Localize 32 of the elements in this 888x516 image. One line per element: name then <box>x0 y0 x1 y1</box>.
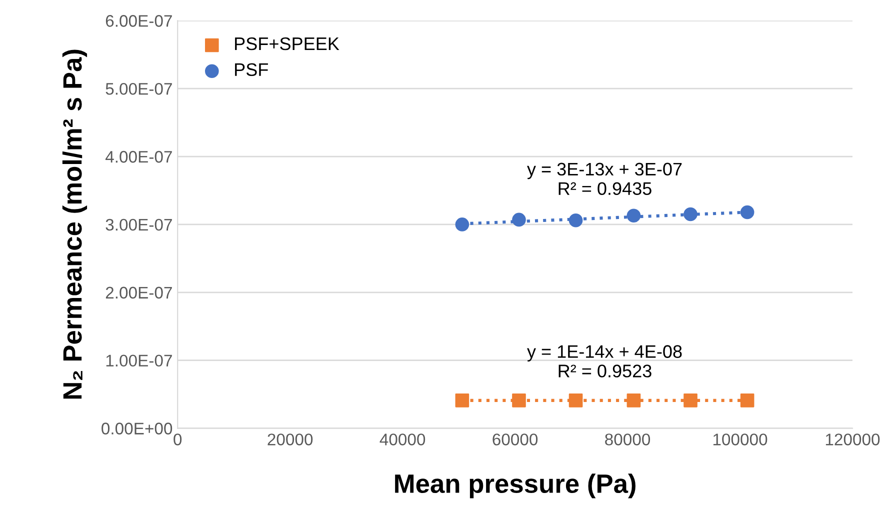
point <box>740 394 754 408</box>
y-tick-label: 6.00E-07 <box>106 15 172 27</box>
annotation: y = 3E-13x + 3E-07 R² = 0.9435 <box>527 162 682 195</box>
point <box>455 394 470 408</box>
x-tick-label: 80000 <box>605 434 650 446</box>
point <box>568 394 583 408</box>
point <box>455 218 470 232</box>
y-tick-label: 4.00E-07 <box>105 150 172 163</box>
legend-label: PSF+SPEEK <box>235 37 340 50</box>
legend-label: PSF <box>235 63 268 76</box>
point <box>684 207 698 222</box>
x-tick-label: 120000 <box>826 434 880 446</box>
y-axis-title: N₂ Permeance (mol/m² s Pa) <box>62 50 88 399</box>
point <box>512 212 526 227</box>
point <box>512 394 526 408</box>
x-tick-label: 0 <box>174 434 182 446</box>
point <box>684 394 698 408</box>
annotation: y = 1E-14x + 4E-08 R² = 0.9523 <box>527 345 682 378</box>
x-tick-label: 60000 <box>492 434 538 446</box>
point <box>626 394 641 408</box>
y-tick-label: 5.00E-07 <box>106 82 172 95</box>
y-tick-label: 3.00E-07 <box>106 218 172 231</box>
y-tick-label: 1.00E-07 <box>106 354 172 367</box>
x-tick-label: 40000 <box>380 434 426 446</box>
y-tick-label: 0.00E+00 <box>102 422 172 434</box>
point <box>568 213 583 228</box>
point <box>626 208 641 223</box>
x-axis-title: Mean pressure (Pa) <box>395 474 636 498</box>
x-tick-label: 100000 <box>713 434 768 446</box>
y-tick-label: 2.00E-07 <box>106 286 172 299</box>
point <box>740 205 754 220</box>
x-tick-label: 20000 <box>268 434 313 446</box>
